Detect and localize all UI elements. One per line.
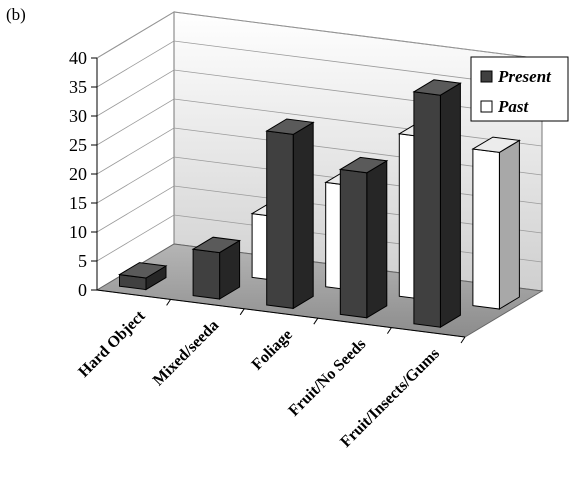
y-tick-label: 25 <box>69 135 87 155</box>
x-tick-mark <box>239 308 245 316</box>
legend-label-present: Present <box>497 67 552 86</box>
x-category-label: Hard Object <box>75 307 149 381</box>
y-tick-label: 40 <box>69 48 87 68</box>
y-tick-label: 30 <box>69 106 87 126</box>
bar-present-3 <box>338 156 389 319</box>
bar-top <box>412 79 462 96</box>
y-tick-label: 15 <box>69 193 87 213</box>
legend: Present Past <box>470 56 569 122</box>
legend-swatch-past <box>480 100 493 113</box>
bar-front <box>192 248 221 300</box>
y-axis: 0 5 10 15 20 25 30 35 40 <box>69 48 98 300</box>
bar-side <box>292 121 314 310</box>
x-category-label: Mixed/seeda <box>150 317 222 389</box>
gridline <box>96 40 543 89</box>
bar-past-4 <box>471 136 521 310</box>
gridline <box>96 11 543 60</box>
x-tick-mark <box>166 299 172 306</box>
bar-top <box>191 236 242 254</box>
bar-present-4 <box>412 79 462 329</box>
y-tick-label: 10 <box>69 222 87 242</box>
bar-top <box>471 136 521 153</box>
bar-front <box>472 148 500 310</box>
bar-side <box>498 139 520 310</box>
x-category-label: Foliage <box>249 326 296 373</box>
bar-top <box>338 156 389 174</box>
x-tick-mark <box>313 317 319 325</box>
y-tick-label: 35 <box>69 77 87 97</box>
bar-side <box>366 159 388 319</box>
bar-top <box>265 118 315 135</box>
x-tick-mark <box>386 327 392 334</box>
legend-label-past: Past <box>497 97 530 116</box>
bar-side <box>439 82 461 329</box>
y-tick-label: 20 <box>69 164 87 184</box>
bar-present-0 <box>118 262 168 291</box>
panel-label: (b) <box>6 5 26 24</box>
x-axis-line <box>96 289 466 338</box>
bar-top <box>118 262 168 279</box>
bar-front <box>266 130 294 309</box>
bars <box>118 79 521 329</box>
bar-present-2 <box>265 118 315 310</box>
x-category-label: Fruit/No Seeds <box>285 336 369 420</box>
legend-swatch-present <box>480 70 493 83</box>
bar-front <box>339 168 368 319</box>
y-tick-label: 0 <box>78 280 87 300</box>
y-tick-label: 5 <box>78 251 87 271</box>
x-tick-mark <box>460 336 466 344</box>
bar-present-1 <box>191 236 242 300</box>
bar-front <box>413 91 441 328</box>
